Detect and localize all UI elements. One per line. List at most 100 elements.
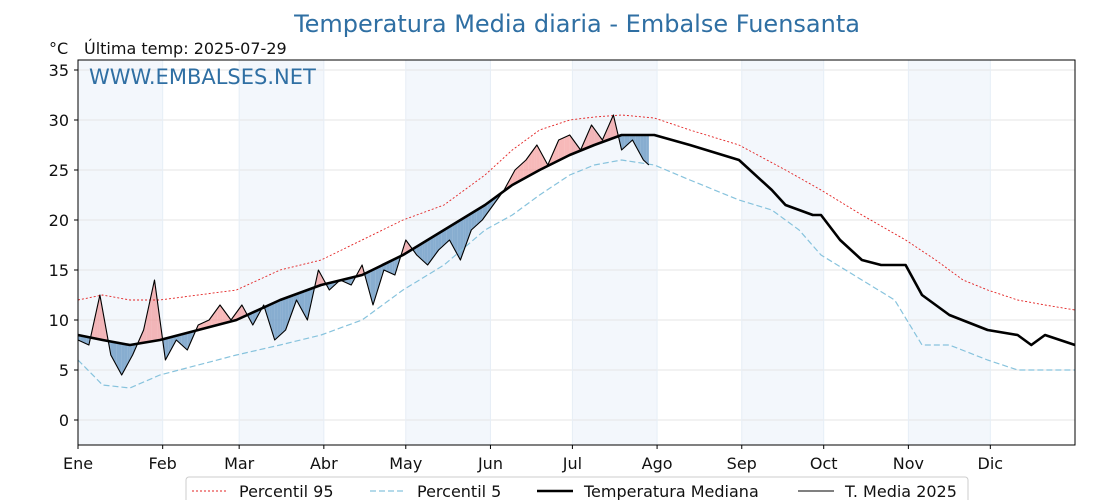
below-median-fill <box>635 135 638 150</box>
below-median-fill <box>285 297 289 330</box>
below-median-fill <box>433 235 436 258</box>
below-median-fill <box>184 332 188 350</box>
below-median-fill <box>83 336 87 344</box>
above-median-fill <box>214 308 218 326</box>
above-median-fill <box>528 152 532 176</box>
x-tick-label: May <box>389 454 422 473</box>
x-tick-label: Jun <box>477 454 503 473</box>
below-median-fill <box>392 259 395 275</box>
month-band <box>572 60 658 445</box>
below-median-fill <box>444 228 447 245</box>
above-median-fill <box>520 162 524 181</box>
below-median-fill <box>282 298 286 333</box>
above-median-fill <box>569 135 573 155</box>
legend: Percentil 95 Percentil 5 Temperatura Med… <box>185 476 969 500</box>
below-median-fill <box>291 295 294 315</box>
x-tick-label: Abr <box>310 454 338 473</box>
below-median-fill <box>624 135 628 148</box>
above-median-fill <box>613 115 617 138</box>
below-median-fill <box>271 302 275 340</box>
above-median-fill <box>220 305 223 325</box>
below-median-fill <box>277 300 281 338</box>
below-median-fill <box>416 245 420 258</box>
above-median-fill <box>321 275 324 285</box>
x-tick-label: Ene <box>63 454 93 473</box>
below-median-fill <box>296 293 300 305</box>
below-median-fill <box>113 342 117 365</box>
below-median-fill <box>266 305 270 323</box>
above-median-fill <box>151 280 155 342</box>
series-lines <box>77 114 1076 389</box>
x-tick-label: Nov <box>893 454 924 473</box>
below-median-fill <box>621 135 625 150</box>
below-median-fill <box>367 271 371 295</box>
below-median-fill <box>121 343 125 375</box>
above-median-fill <box>550 152 554 165</box>
above-median-fill <box>217 305 221 325</box>
above-median-fill <box>525 156 529 178</box>
below-median-fill <box>632 135 636 145</box>
plot-frame <box>77 59 1076 446</box>
month-band <box>239 60 324 445</box>
current-year-line <box>77 114 650 376</box>
below-median-fill <box>629 135 633 143</box>
above-median-fill <box>534 145 537 173</box>
above-median-fill <box>561 137 565 160</box>
below-median-fill <box>127 344 130 365</box>
above-median-fill <box>143 317 147 343</box>
below-median-fill <box>307 289 311 320</box>
below-median-fill <box>187 332 190 350</box>
above-median-fill <box>558 138 562 161</box>
y-tick-label: 15 <box>49 261 69 280</box>
x-tick-label: Jul <box>562 454 582 473</box>
above-median-fill <box>241 305 245 318</box>
last-temp-label: Última temp: 2025-07-29 <box>84 39 287 58</box>
below-median-fill <box>389 260 393 274</box>
above-median-fill <box>572 138 576 154</box>
below-median-fill <box>86 336 89 345</box>
x-tick-label: Oct <box>810 454 838 473</box>
legend-label-p5: Percentil 5 <box>417 482 501 500</box>
legend-label-median: Temperatura Mediana <box>583 482 759 500</box>
above-median-fill <box>209 316 212 328</box>
below-median-fill <box>422 241 425 263</box>
above-median-fill <box>512 170 516 185</box>
below-median-fill <box>304 290 308 320</box>
below-median-fill <box>482 205 485 220</box>
below-median-fill <box>274 301 278 340</box>
anomaly-fills <box>78 115 649 375</box>
above-median-fill <box>146 305 150 343</box>
below-median-fill <box>386 261 390 273</box>
x-tick-label: Feb <box>149 454 177 473</box>
below-median-fill <box>255 310 259 320</box>
above-median-fill <box>566 135 570 157</box>
below-median-fill <box>179 334 182 345</box>
below-median-fill <box>378 265 382 288</box>
watermark: WWW.EMBALSES.NET <box>89 65 316 89</box>
above-median-fill <box>225 312 229 323</box>
below-median-fill <box>301 291 305 315</box>
above-median-fill <box>523 160 526 179</box>
above-median-fill <box>553 146 557 164</box>
above-median-fill <box>149 292 152 342</box>
below-median-fill <box>280 299 283 335</box>
y-tick-label: 20 <box>49 211 69 230</box>
x-tick-label: Sep <box>727 454 757 473</box>
below-median-fill <box>438 231 442 250</box>
p95-line <box>77 114 1076 311</box>
chart-title: Temperatura Media diaria - Embalse Fuens… <box>293 10 860 38</box>
below-median-fill <box>474 210 477 228</box>
below-median-fill <box>170 336 174 350</box>
below-median-fill <box>252 311 256 325</box>
below-median-fill <box>463 216 466 253</box>
month-band <box>741 60 824 445</box>
above-median-fill <box>206 320 210 328</box>
below-median-fill <box>465 215 469 245</box>
above-median-fill <box>542 155 546 169</box>
y-tick-label: 35 <box>49 61 69 80</box>
above-median-fill <box>517 165 521 182</box>
above-median-fill <box>607 121 611 140</box>
above-median-fill <box>536 145 540 172</box>
y-tick-label: 0 <box>59 411 69 430</box>
